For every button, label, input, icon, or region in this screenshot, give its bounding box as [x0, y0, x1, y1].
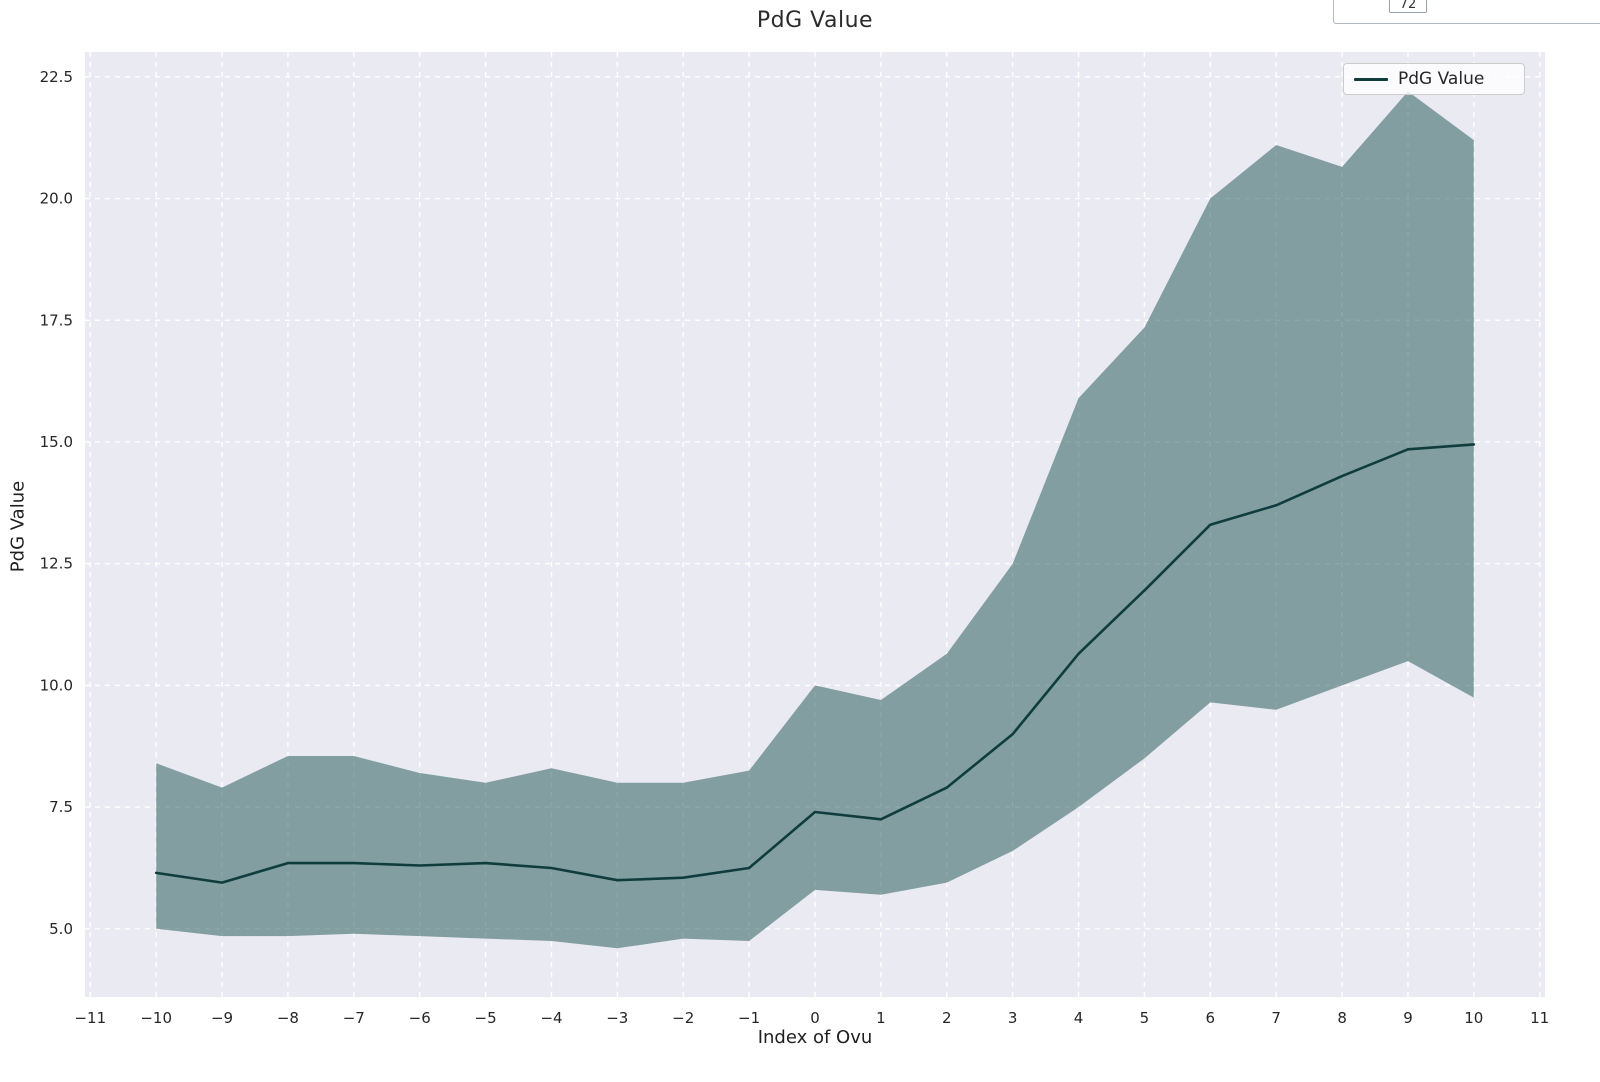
- x-tick-label: 2: [942, 1009, 952, 1027]
- x-tick-label: 5: [1140, 1009, 1150, 1027]
- x-tick-label: −10: [140, 1009, 172, 1027]
- x-tick-label: −9: [211, 1009, 233, 1027]
- y-tick-label: 22.5: [40, 68, 73, 86]
- chart-title: PdG Value: [756, 8, 874, 33]
- x-tick-label: −2: [672, 1009, 694, 1027]
- x-tick-label: 4: [1074, 1009, 1084, 1027]
- y-tick-label: 5.0: [49, 920, 73, 938]
- confidence-band: [156, 91, 1474, 949]
- x-tick-label: 7: [1271, 1009, 1281, 1027]
- x-tick-label: 10: [1464, 1009, 1483, 1027]
- partial-cropped-widget[interactable]: 72: [1333, 0, 1600, 24]
- x-tick-label: −3: [606, 1009, 628, 1027]
- y-axis-label: PdG Value: [7, 480, 29, 573]
- x-tick-label: 0: [810, 1009, 820, 1027]
- x-tick-label: 6: [1206, 1009, 1216, 1027]
- x-tick-label: −8: [277, 1009, 299, 1027]
- x-tick-label: −6: [409, 1009, 431, 1027]
- x-tick-label: 11: [1530, 1009, 1549, 1027]
- x-tick-label: −11: [74, 1009, 106, 1027]
- y-tick-label: 7.5: [49, 798, 73, 816]
- legend-line-sample: [1354, 77, 1388, 81]
- y-tick-label: 10.0: [40, 676, 73, 694]
- x-tick-label: 3: [1008, 1009, 1018, 1027]
- x-tick-label: 9: [1403, 1009, 1413, 1027]
- y-tick-label: 17.5: [40, 311, 73, 329]
- legend-label: PdG Value: [1398, 69, 1485, 89]
- x-tick-label: −1: [738, 1009, 760, 1027]
- legend: PdG Value: [1343, 63, 1525, 95]
- mean-line: [154, 443, 1476, 884]
- y-tick-label: 12.5: [40, 555, 73, 573]
- y-tick-label: 15.0: [40, 433, 73, 451]
- x-axis-label: Index of Ovu: [757, 1027, 873, 1048]
- x-tick-label: −4: [540, 1009, 562, 1027]
- x-tick-label: −7: [343, 1009, 365, 1027]
- x-tick-label: −5: [475, 1009, 497, 1027]
- y-tick-label: 20.0: [40, 190, 73, 208]
- partial-cropped-value[interactable]: 72: [1389, 0, 1427, 13]
- x-tick-label: 1: [876, 1009, 886, 1027]
- x-tick-label: 8: [1337, 1009, 1347, 1027]
